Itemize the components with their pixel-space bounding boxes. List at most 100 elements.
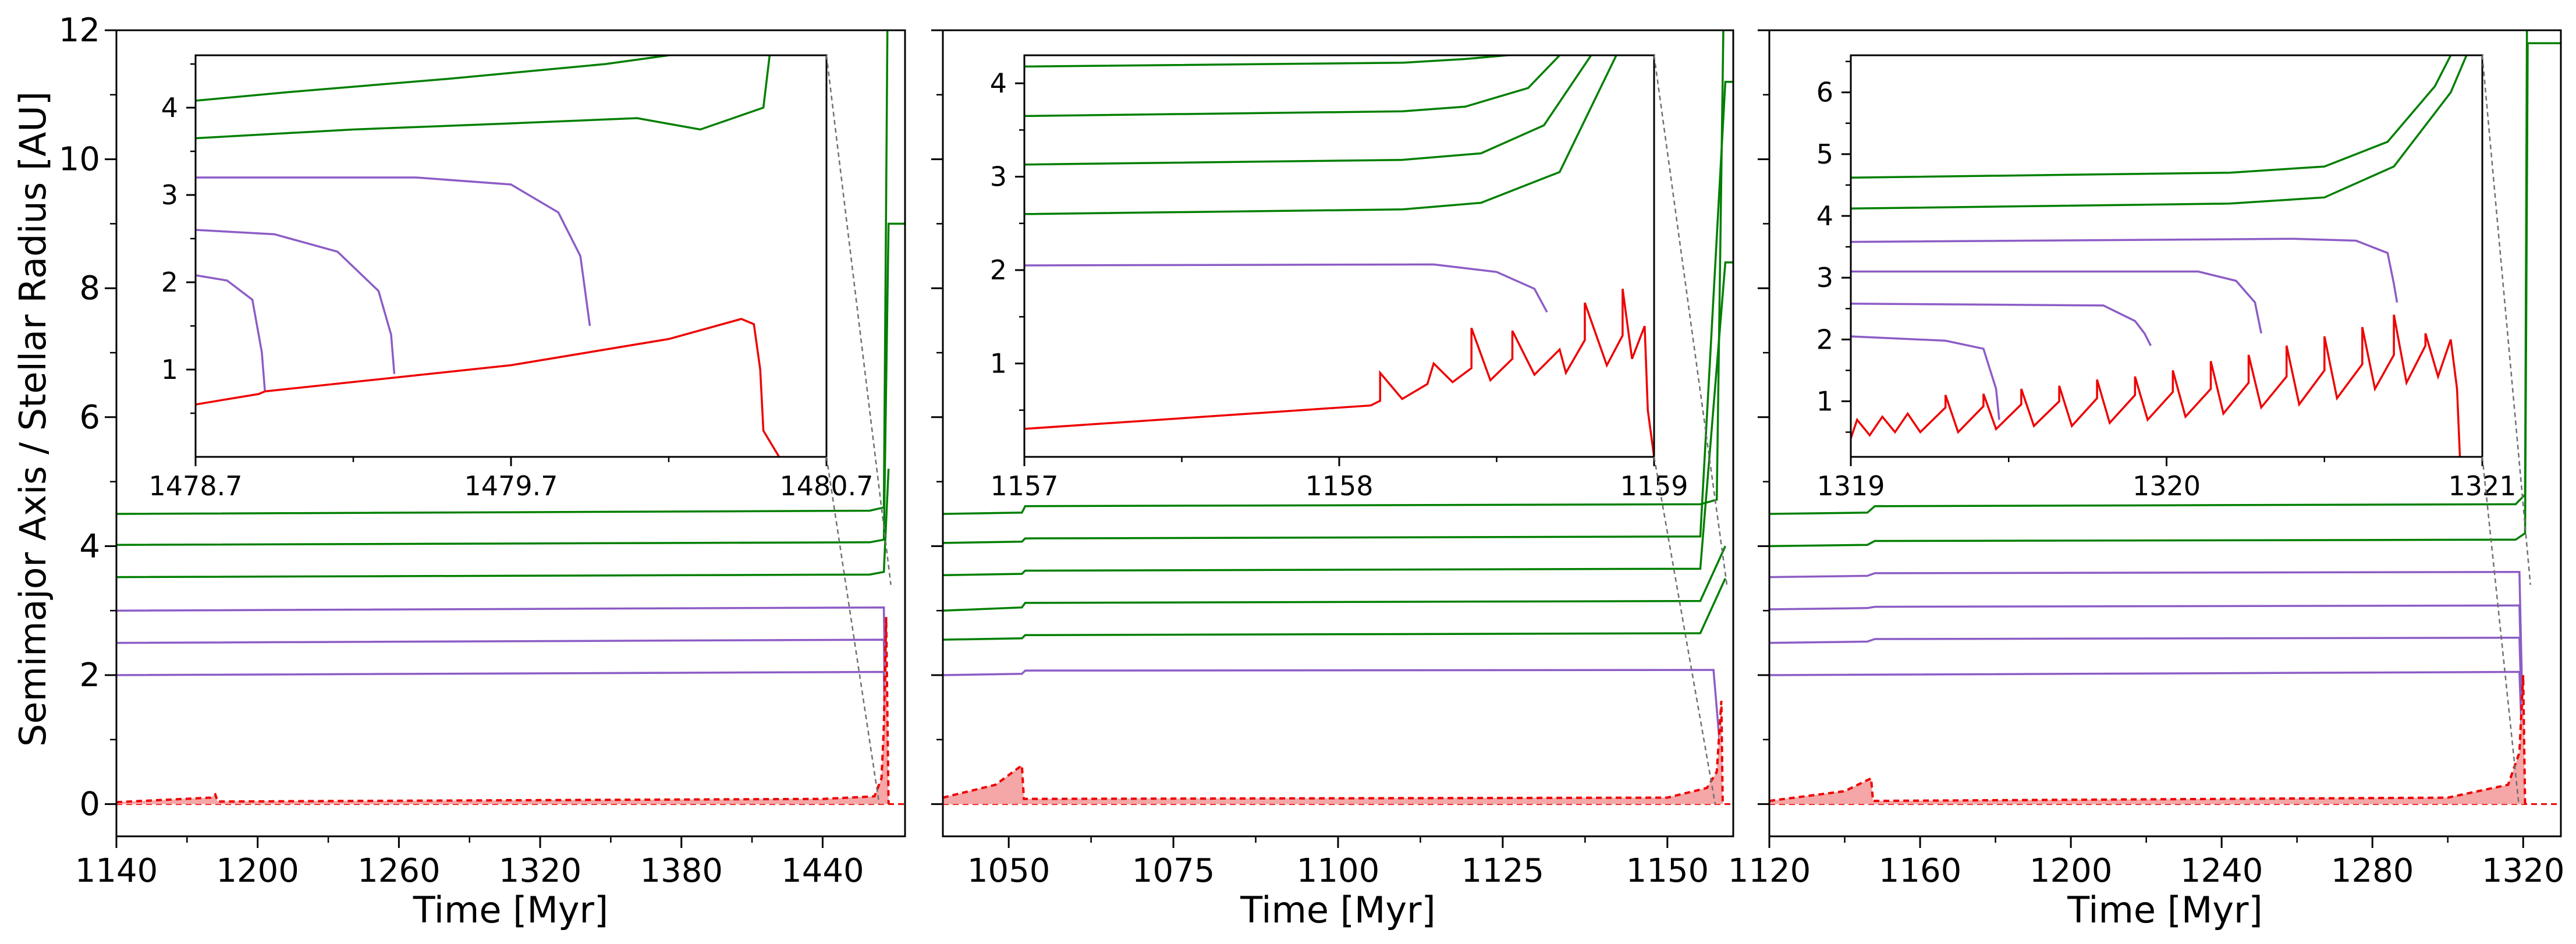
- inset-series-line-outer-planet-1: [1024, 55, 1519, 68]
- inset-background: [1024, 55, 1654, 457]
- x-tick-label: 1120: [1728, 852, 1811, 890]
- zoom-connector-bottom: [825, 456, 880, 804]
- inset-y-tick-label: 3: [161, 179, 178, 211]
- inset-y-tick-label: 4: [1816, 200, 1833, 232]
- inset-y-tick-label: 3: [1816, 262, 1833, 293]
- series-line-inner-planet-3: [116, 670, 888, 785]
- inset-series-line-inner-planet-3: [1851, 302, 2152, 346]
- inset-background: [196, 55, 826, 457]
- inset-y-tick-label: 2: [990, 254, 1007, 286]
- inset-series-line-outer-planet-4: [1024, 55, 1617, 215]
- x-tick-label: 1160: [1879, 852, 1962, 890]
- series-line-stellar-radius: [1769, 675, 2527, 804]
- zoom-connector-top: [825, 55, 892, 585]
- inset-series-line-stellar-radius: [1851, 314, 2461, 457]
- stellar-radius-fill: [1769, 675, 2525, 804]
- inset-y-tick-label: 3: [990, 161, 1007, 193]
- x-tick-label: 1150: [1626, 852, 1709, 890]
- x-tick-label: 1320: [499, 852, 582, 890]
- y-axis-label: Semimajor Axis / Stellar Radius [AU]: [12, 91, 54, 747]
- inset-y-tick-label: 5: [1816, 139, 1833, 170]
- inset-left: 1478.7 1479.7 1480.7 1 2 3 4: [149, 54, 873, 502]
- series-line-outer-planet-1: [943, 30, 1725, 515]
- axes-frame: [1768, 29, 2562, 837]
- inset-plot-area: [196, 55, 780, 457]
- plot-area: [116, 30, 905, 805]
- inset-series-line-inner-planet-1: [196, 176, 591, 327]
- inset-series-line-inner-planet-1: [1024, 263, 1548, 313]
- x-tick-label: 1280: [2331, 852, 2414, 890]
- series-line-inner-planet-3: [1769, 636, 2524, 760]
- y-tick-label: 8: [79, 269, 100, 307]
- inset-right: 1319 1320 1321 1 2 3 4 5 6: [1816, 54, 2517, 502]
- series-line-outer-planet-4: [943, 545, 1726, 612]
- inset-series-line-inner-planet-3: [196, 274, 266, 392]
- series-line-inner-planet-4: [1769, 670, 2524, 772]
- series-line-outer-planet-2: [116, 222, 905, 546]
- plot-area: [943, 30, 1733, 805]
- inset-series-line-stellar-radius: [1024, 288, 1654, 457]
- zoom-connector-bottom: [2481, 456, 2520, 804]
- inset-x-tick-label: 1479.7: [464, 470, 558, 502]
- inset-x-tick-label: 1157: [990, 470, 1058, 502]
- inset-series-line-stellar-radius: [196, 318, 780, 457]
- zoom-connector-top: [2481, 55, 2531, 585]
- x-tick-label: 1320: [2482, 852, 2565, 890]
- inset-x-tick-label: 1159: [1620, 470, 1688, 502]
- series-line-inner-planet-2: [116, 638, 888, 779]
- inset-y-tick-label: 1: [161, 354, 178, 385]
- inset-plot-area: [1851, 55, 2468, 457]
- inset-x-tick-label: 1321: [2448, 470, 2516, 502]
- y-tick-label: 4: [79, 527, 100, 565]
- inset-middle: 1157 1158 1159 1 2 3 4: [990, 54, 1688, 502]
- inset-series-line-outer-planet-2: [196, 55, 771, 140]
- inset-series-line-inner-planet-2: [1851, 270, 2262, 334]
- zoom-connector-bottom: [1653, 456, 1716, 804]
- x-tick-label: 1380: [640, 852, 723, 890]
- inset-y-tick-label: 1: [1816, 385, 1833, 417]
- inset-plot-area: [1024, 55, 1654, 457]
- x-axis-label: Time [Myr]: [413, 889, 609, 931]
- y-tick-label: 6: [79, 399, 100, 436]
- series-line-stellar-radius: [116, 617, 890, 804]
- x-tick-label: 1240: [2180, 852, 2263, 890]
- x-tick-label: 1440: [781, 852, 864, 890]
- inset-series-line-inner-planet-1: [1851, 237, 2398, 303]
- series-line-inner-planet-1: [116, 606, 888, 766]
- x-tick-label: 1200: [2029, 852, 2113, 890]
- series-line-outer-planet-3: [116, 469, 890, 579]
- inset-y-tick-label: 4: [161, 92, 178, 123]
- series-line-outer-planet-2: [943, 80, 1733, 544]
- y-tick-label: 12: [59, 12, 100, 49]
- x-axis-label: Time [Myr]: [1240, 889, 1436, 931]
- stellar-radius-fill: [943, 701, 1723, 804]
- series-line-outer-planet-5: [943, 578, 1726, 641]
- inset-y-tick-label: 2: [161, 267, 178, 298]
- inset-y-tick-label: 1: [990, 348, 1007, 379]
- inset-y-tick-label: 6: [1816, 77, 1833, 108]
- x-tick-label: 1260: [357, 852, 441, 890]
- x-tick-label: 1200: [216, 852, 299, 890]
- y-tick-label: 10: [59, 141, 100, 179]
- series-line-inner-planet-1: [1769, 570, 2524, 740]
- series-line-inner-planet-2: [1769, 604, 2524, 746]
- axes-frame: [115, 29, 906, 837]
- x-tick-label: 1125: [1461, 852, 1545, 890]
- zoom-connector-top: [1653, 55, 1728, 585]
- x-tick-label: 1100: [1297, 852, 1380, 890]
- inset-x-tick-label: 1478.7: [149, 470, 243, 502]
- series-line-outer-planet-3: [943, 261, 1733, 577]
- plot-area: [1769, 30, 2561, 805]
- x-tick-label: 1075: [1132, 852, 1215, 890]
- x-axis-label: Time [Myr]: [2067, 889, 2263, 931]
- inset-x-tick-label: 1320: [2133, 470, 2201, 502]
- series-line-outer-planet-2: [1769, 42, 2561, 548]
- inset-x-tick-label: 1319: [1816, 470, 1885, 502]
- inset-series-line-outer-planet-2: [1024, 55, 1560, 118]
- series-line-stellar-radius: [943, 701, 1724, 804]
